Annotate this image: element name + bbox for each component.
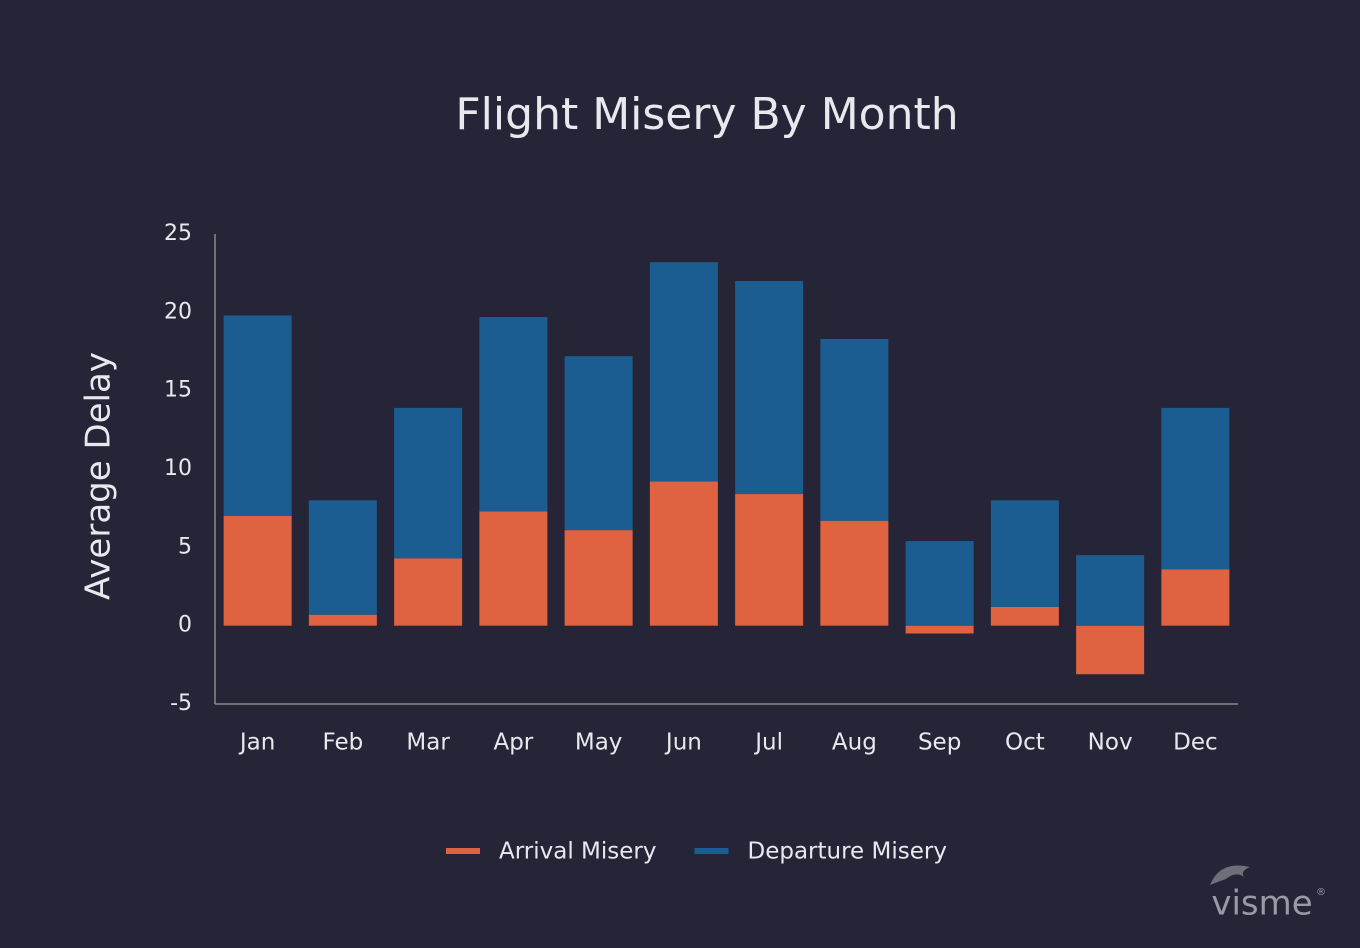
y-tick-label: -5 <box>170 691 192 716</box>
bar <box>564 356 633 531</box>
y-tick-label: 0 <box>178 613 192 638</box>
bar <box>905 625 974 634</box>
y-tick-label: 5 <box>178 534 192 559</box>
bar <box>649 262 718 482</box>
x-tick-label: Nov <box>1088 730 1133 756</box>
x-tick-label: Mar <box>406 730 450 756</box>
x-tick-label: May <box>575 730 623 756</box>
x-tick-label: Oct <box>1005 730 1045 756</box>
bar <box>223 315 292 516</box>
bar <box>990 500 1059 607</box>
x-tick-label: Jul <box>753 730 783 756</box>
legend-label: Arrival Misery <box>499 839 656 865</box>
bar <box>735 281 804 495</box>
bar <box>820 338 889 521</box>
bar <box>308 614 377 626</box>
x-tick-label: Sep <box>918 730 961 756</box>
x-tick-label: Apr <box>493 730 533 756</box>
bar <box>1161 569 1230 626</box>
x-tick-label: Jun <box>664 730 702 756</box>
legend-label: Departure Misery <box>747 839 946 865</box>
bar <box>564 530 633 626</box>
bar <box>820 520 889 626</box>
watermark-mark: ® <box>1316 887 1326 898</box>
bar <box>394 558 463 626</box>
bar <box>735 494 804 626</box>
y-tick-label: 20 <box>164 299 192 324</box>
bar <box>990 606 1059 626</box>
x-tick-label: Aug <box>832 730 877 756</box>
bar <box>479 511 548 626</box>
watermark: visme <box>1211 884 1312 924</box>
bar <box>1076 625 1145 675</box>
x-tick-label: Jan <box>238 730 275 756</box>
bar <box>308 500 377 615</box>
x-tick-label: Dec <box>1173 730 1218 756</box>
chart-title: Flight Misery By Month <box>455 89 958 140</box>
bar <box>649 481 718 626</box>
y-tick-label: 10 <box>164 456 192 481</box>
bar <box>1161 407 1230 570</box>
y-tick-label: 25 <box>164 221 192 246</box>
bar <box>905 541 974 626</box>
bar <box>479 317 548 512</box>
y-axis-label: Average Delay <box>79 352 119 600</box>
bar <box>394 407 463 559</box>
watermark-icon <box>1210 865 1250 885</box>
bar <box>1076 555 1145 626</box>
bar <box>223 516 292 626</box>
x-tick-label: Feb <box>323 730 364 756</box>
y-tick-label: 15 <box>164 378 192 403</box>
